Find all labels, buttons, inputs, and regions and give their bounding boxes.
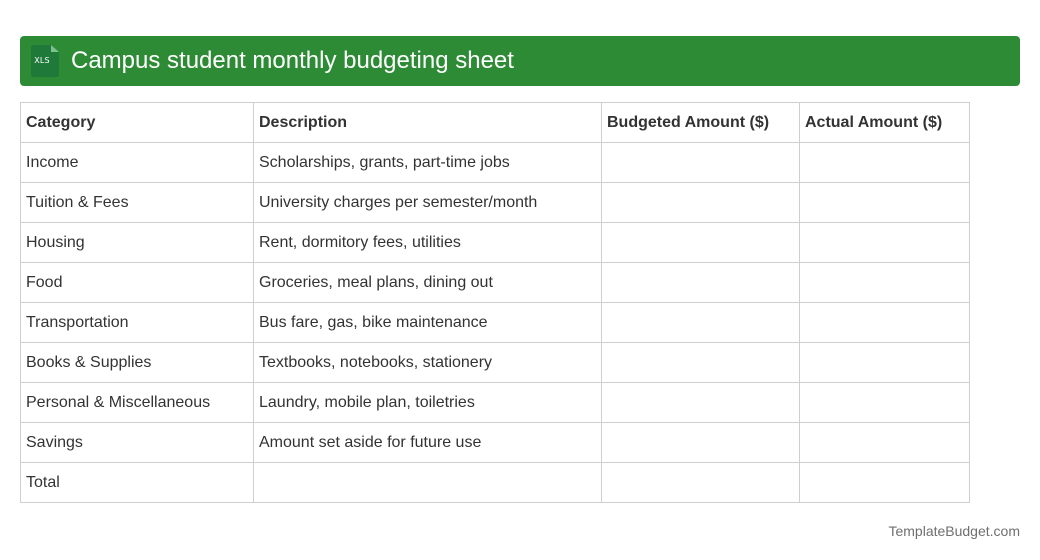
spreadsheet-file-icon-label: XLS: [34, 56, 50, 65]
category-cell: Total: [20, 462, 254, 503]
table-row: Tuition & Fees University charges per se…: [20, 182, 970, 223]
budgeted-amount-cell: [601, 382, 800, 423]
budgeted-amount-cell: [601, 262, 800, 303]
column-header-description: Description: [253, 102, 602, 143]
budgeted-amount-cell: [601, 182, 800, 223]
column-header-category: Category: [20, 102, 254, 143]
description-cell: Laundry, mobile plan, toiletries: [253, 382, 602, 423]
table-row-total: Total: [20, 462, 970, 503]
budget-table: Category Description Budgeted Amount ($)…: [20, 102, 970, 503]
table-header-row: Category Description Budgeted Amount ($)…: [20, 102, 970, 143]
actual-amount-cell: [799, 222, 970, 263]
table-row: Savings Amount set aside for future use: [20, 422, 970, 463]
footer-brand: TemplateBudget.com: [888, 523, 1020, 539]
actual-amount-cell: [799, 142, 970, 183]
description-cell: Groceries, meal plans, dining out: [253, 262, 602, 303]
actual-amount-cell: [799, 302, 970, 343]
table-row: Books & Supplies Textbooks, notebooks, s…: [20, 342, 970, 383]
column-header-actual-amount: Actual Amount ($): [799, 102, 970, 143]
category-cell: Tuition & Fees: [20, 182, 254, 223]
budgeted-amount-cell: [601, 142, 800, 183]
category-cell: Books & Supplies: [20, 342, 254, 383]
description-cell: University charges per semester/month: [253, 182, 602, 223]
description-cell: Scholarships, grants, part-time jobs: [253, 142, 602, 183]
description-cell: Textbooks, notebooks, stationery: [253, 342, 602, 383]
category-cell: Food: [20, 262, 254, 303]
budgeted-amount-cell: [601, 422, 800, 463]
category-cell: Savings: [20, 422, 254, 463]
category-cell: Housing: [20, 222, 254, 263]
description-cell: Bus fare, gas, bike maintenance: [253, 302, 602, 343]
actual-amount-cell: [799, 462, 970, 503]
table-row: Personal & Miscellaneous Laundry, mobile…: [20, 382, 970, 423]
actual-amount-cell: [799, 382, 970, 423]
budgeted-amount-cell: [601, 222, 800, 263]
budgeted-amount-cell: [601, 462, 800, 503]
actual-amount-cell: [799, 422, 970, 463]
table-row: Transportation Bus fare, gas, bike maint…: [20, 302, 970, 343]
table-row: Food Groceries, meal plans, dining out: [20, 262, 970, 303]
header-bar: XLS Campus student monthly budgeting she…: [20, 36, 1020, 86]
description-cell: Rent, dormitory fees, utilities: [253, 222, 602, 263]
category-cell: Transportation: [20, 302, 254, 343]
category-cell: Personal & Miscellaneous: [20, 382, 254, 423]
table-row: Housing Rent, dormitory fees, utilities: [20, 222, 970, 263]
description-cell: Amount set aside for future use: [253, 422, 602, 463]
budgeted-amount-cell: [601, 342, 800, 383]
table-row: Income Scholarships, grants, part-time j…: [20, 142, 970, 183]
category-cell: Income: [20, 142, 254, 183]
actual-amount-cell: [799, 182, 970, 223]
description-cell: [253, 462, 602, 503]
spreadsheet-file-icon: XLS: [31, 45, 61, 77]
budgeted-amount-cell: [601, 302, 800, 343]
actual-amount-cell: [799, 342, 970, 383]
page-title: Campus student monthly budgeting sheet: [71, 47, 514, 74]
column-header-budgeted-amount: Budgeted Amount ($): [601, 102, 800, 143]
actual-amount-cell: [799, 262, 970, 303]
